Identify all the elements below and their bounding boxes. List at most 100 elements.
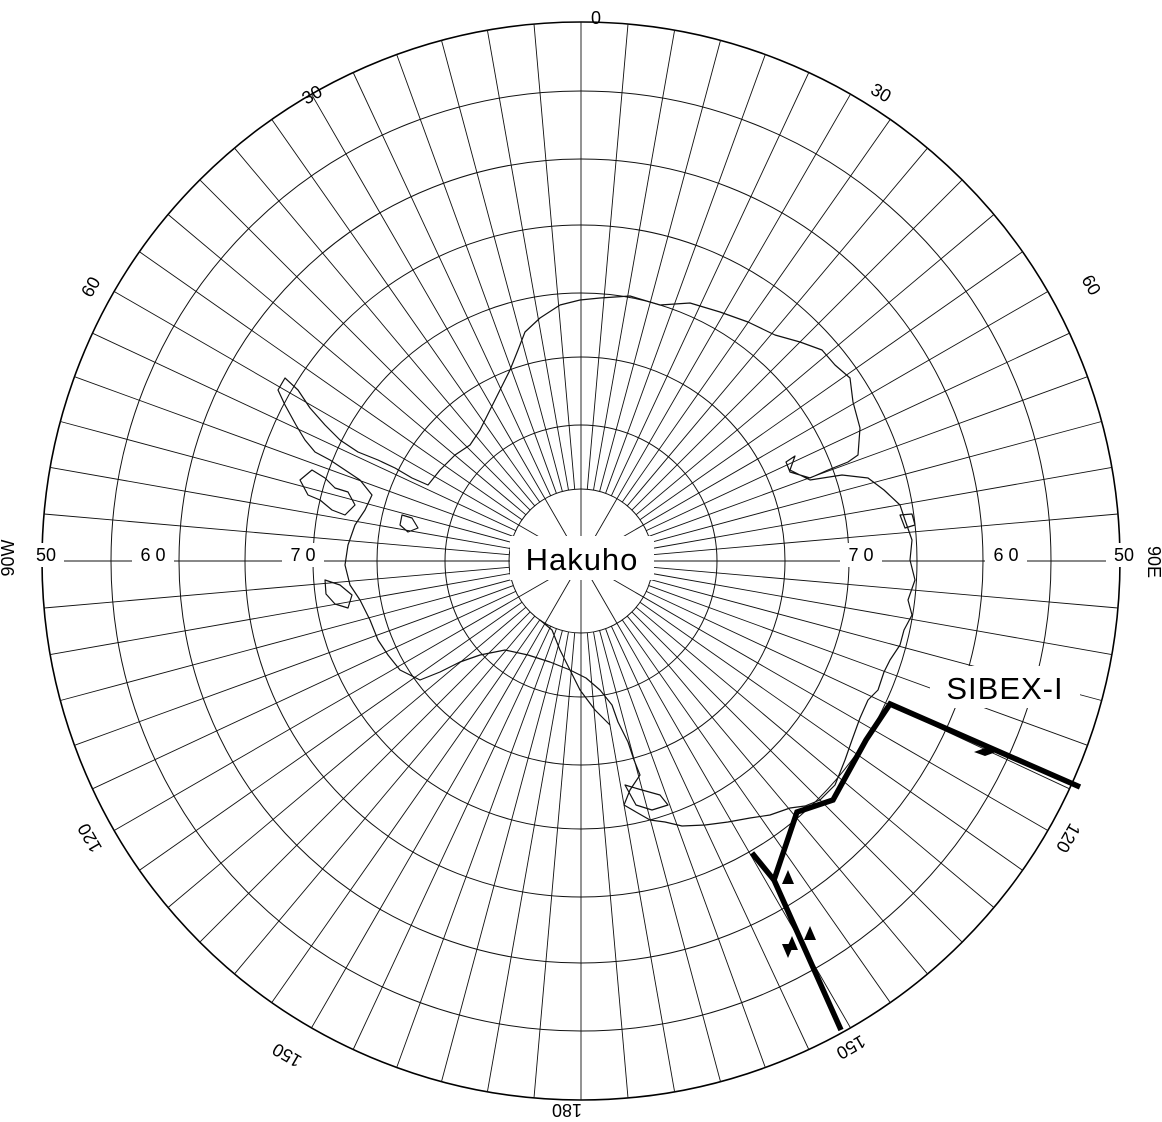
coastline-outline xyxy=(277,295,916,827)
meridian-line xyxy=(60,579,512,701)
meridian-line xyxy=(635,606,995,908)
lat-label-70e: 7 0 xyxy=(848,545,873,565)
meridian-line xyxy=(486,30,569,491)
meridian-line xyxy=(610,72,810,496)
meridian-line xyxy=(586,24,629,490)
antarctica-coastline xyxy=(277,295,916,827)
meridian-line xyxy=(352,626,552,1050)
transantarctic-line xyxy=(539,619,611,726)
meridian-line xyxy=(648,376,1088,537)
meridian-line xyxy=(605,628,766,1068)
latitude-longitude-grid xyxy=(41,21,1121,1101)
track-arrow-icon xyxy=(804,926,816,940)
map-labels: 0 30 30 60 60 90W 90E 120 120 150 150 18… xyxy=(0,8,1162,1120)
meridian-line xyxy=(639,601,1023,871)
lat-label-60e: 6 0 xyxy=(993,545,1018,565)
track-arrow-icon xyxy=(782,870,794,884)
meridian-line xyxy=(486,631,569,1092)
meridian-line xyxy=(50,573,511,656)
cruise-track-short-spur xyxy=(749,851,777,882)
meridian-line xyxy=(92,590,516,790)
meridian-line xyxy=(167,606,527,908)
meridian-lines xyxy=(42,22,1120,1100)
ice-shelf-islands xyxy=(324,579,353,609)
meridian-line xyxy=(652,513,1118,556)
meridian-line xyxy=(271,619,541,1003)
meridian-line xyxy=(139,251,523,521)
track-direction-arrows xyxy=(782,748,996,958)
meridian-line xyxy=(599,40,721,492)
meridian-line xyxy=(651,466,1112,549)
meridian-line xyxy=(50,466,511,549)
track-arrow-icon xyxy=(974,748,996,756)
lat-label-70w: 7 0 xyxy=(290,545,315,565)
meridian-line xyxy=(139,601,523,871)
meridian-line xyxy=(626,147,928,507)
lat-label-50e: 50 xyxy=(1114,545,1134,565)
lon-label-60e: 60 xyxy=(1078,271,1105,298)
meridian-line xyxy=(441,630,563,1082)
meridian-line xyxy=(646,332,1070,532)
meridian-line xyxy=(199,611,531,943)
meridian-line xyxy=(652,566,1118,609)
meridian-line xyxy=(113,291,582,562)
lon-label-90w: 90W xyxy=(0,539,18,576)
meridian-line xyxy=(441,40,563,492)
meridian-line xyxy=(651,573,1112,656)
meridian-line xyxy=(580,291,1049,562)
meridian-line xyxy=(44,566,510,609)
lon-label-180: 180 xyxy=(552,1100,582,1120)
meridian-line xyxy=(271,119,541,503)
meridian-line xyxy=(199,179,531,511)
sibex-cruise-track xyxy=(749,700,1082,1032)
meridian-line xyxy=(639,251,1023,521)
meridian-line xyxy=(626,615,928,975)
meridian-line xyxy=(646,590,1070,790)
meridian-line xyxy=(621,119,891,503)
meridian-line xyxy=(635,214,995,516)
lon-label-150w: 150 xyxy=(269,1039,305,1071)
east-coastal-island xyxy=(899,513,916,529)
meridian-line xyxy=(648,585,1088,746)
meridian-line xyxy=(599,630,721,1082)
expedition-label: SIBEX-I xyxy=(946,671,1063,706)
meridian-line xyxy=(580,560,1049,831)
meridian-line xyxy=(396,54,557,494)
meridian-line xyxy=(586,632,629,1098)
vessel-label: Hakuho xyxy=(526,542,639,577)
meridian-line xyxy=(605,54,766,494)
meridian-line xyxy=(593,30,676,491)
meridian-line xyxy=(44,513,510,556)
coastal-island xyxy=(399,514,419,533)
lon-label-150e: 150 xyxy=(833,1031,869,1063)
lon-label-120e: 120 xyxy=(1052,820,1084,856)
lon-label-90e: 90E xyxy=(1144,546,1162,578)
lat-label-60w: 6 0 xyxy=(140,545,165,565)
meridian-line xyxy=(74,585,514,746)
meridian-line xyxy=(580,93,851,562)
lon-label-120w: 120 xyxy=(74,820,106,856)
meridian-line xyxy=(74,376,514,537)
lon-label-0: 0 xyxy=(591,8,601,28)
meridian-line xyxy=(533,24,576,490)
lon-label-30e: 30 xyxy=(867,79,894,106)
meridian-line xyxy=(311,93,582,562)
track-arrow-icon xyxy=(782,944,794,958)
meridian-line xyxy=(352,72,552,496)
meridian-line xyxy=(113,560,582,831)
meridian-line xyxy=(396,628,557,1068)
meridian-line xyxy=(92,332,516,532)
lat-label-50w: 50 xyxy=(36,545,56,565)
meridian-line xyxy=(60,421,512,543)
meridian-line xyxy=(593,631,676,1092)
lon-label-60w: 60 xyxy=(77,273,104,300)
meridian-line xyxy=(621,619,891,1003)
meridian-line xyxy=(311,560,582,1029)
meridian-line xyxy=(650,421,1102,543)
cruise-track-west-leg xyxy=(771,700,1082,1032)
meridian-line xyxy=(610,626,810,1050)
meridian-line xyxy=(533,632,576,1098)
ross-sea-islands xyxy=(624,784,669,811)
